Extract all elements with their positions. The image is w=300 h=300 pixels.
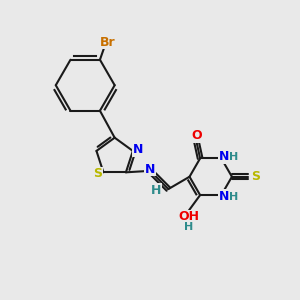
- Text: N: N: [133, 143, 143, 156]
- Text: OH: OH: [178, 210, 200, 224]
- Text: N: N: [218, 150, 229, 164]
- Text: Br: Br: [100, 36, 116, 49]
- Text: H: H: [151, 184, 161, 197]
- Text: O: O: [191, 129, 202, 142]
- Text: H: H: [184, 222, 194, 232]
- Text: S: S: [251, 170, 260, 183]
- Text: N: N: [145, 163, 155, 176]
- Text: H: H: [229, 152, 238, 162]
- Text: N: N: [218, 190, 229, 203]
- Text: S: S: [94, 167, 103, 180]
- Text: H: H: [229, 192, 238, 202]
